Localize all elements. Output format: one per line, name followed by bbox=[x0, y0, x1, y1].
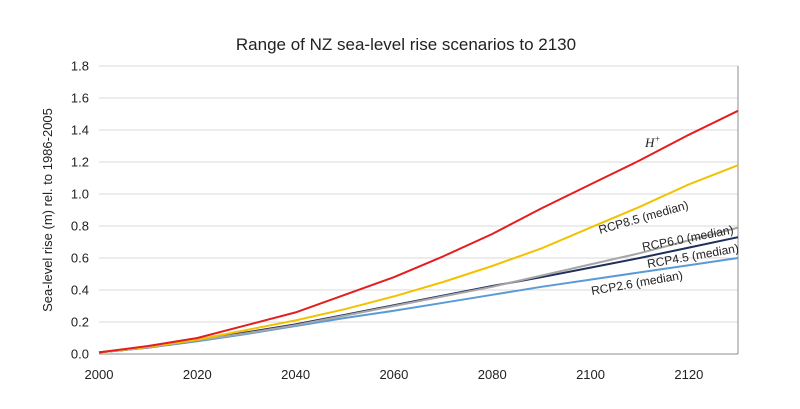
x-tick-label: 2020 bbox=[183, 367, 212, 382]
series-line-rcp8-5-median bbox=[98, 164, 739, 354]
series-line-rcp4-5-median bbox=[98, 236, 739, 354]
series-line-rcp6-0-median bbox=[98, 226, 739, 354]
y-axis-label: Sea-level rise (m) rel. to 1986-2005 bbox=[40, 108, 55, 312]
y-tick-label: 1.2 bbox=[71, 155, 89, 170]
x-tick-label: 2040 bbox=[281, 367, 310, 382]
series-label-hplus-main: H bbox=[644, 135, 655, 150]
y-tick-label: 0.8 bbox=[71, 219, 89, 234]
y-tick-label: 0.2 bbox=[71, 315, 89, 330]
y-tick-label: 0.6 bbox=[71, 251, 89, 266]
series-lines bbox=[98, 109, 739, 354]
x-tick-label: 2120 bbox=[674, 367, 703, 382]
x-tick-label: 2000 bbox=[85, 367, 114, 382]
series-label-hplus: H+ bbox=[644, 134, 660, 150]
series-label-rcp85: RCP8.5 (median) bbox=[597, 198, 690, 237]
y-tick-label: 1.8 bbox=[71, 59, 89, 74]
y-tick-label: 1.0 bbox=[71, 187, 89, 202]
y-tick-label: 1.4 bbox=[71, 123, 89, 138]
x-tick-label: 2060 bbox=[379, 367, 408, 382]
series-label-hplus-sup: + bbox=[654, 134, 660, 144]
x-tick-label: 2100 bbox=[576, 367, 605, 382]
chart-title: Range of NZ sea-level rise scenarios to … bbox=[236, 35, 576, 54]
y-tick-label: 0.4 bbox=[71, 283, 89, 298]
y-tick-label: 0.0 bbox=[71, 347, 89, 362]
series-line-h bbox=[98, 109, 739, 354]
x-tick-labels: 2000 2020 2040 2060 2080 2100 2120 bbox=[85, 367, 704, 382]
x-tick-label: 2080 bbox=[478, 367, 507, 382]
gridlines bbox=[99, 65, 738, 323]
y-tick-labels: 0.0 0.2 0.4 0.6 0.8 1.0 1.2 1.4 1.6 1.8 bbox=[71, 59, 89, 362]
y-tick-label: 1.6 bbox=[71, 91, 89, 106]
